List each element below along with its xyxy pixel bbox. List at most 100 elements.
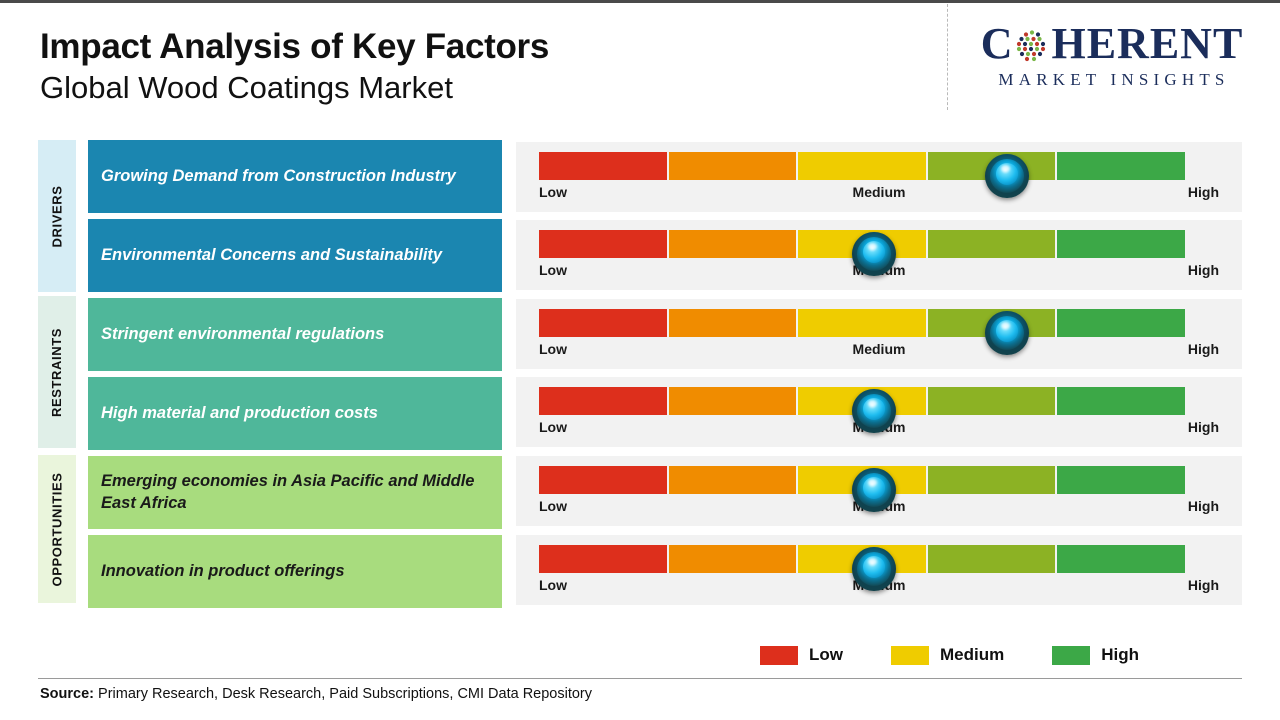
gauge-row: Low Medium High	[516, 299, 1242, 369]
gauge-segment-4	[927, 230, 1056, 258]
logo-letter-c: C	[980, 19, 1014, 68]
category-strip-opportunities: OPPORTUNITIES	[38, 455, 76, 603]
category-label: DRIVERS	[49, 185, 65, 247]
gauge-track[interactable]	[539, 309, 1187, 355]
gauge-segment-3	[798, 309, 926, 337]
impact-marker[interactable]	[852, 468, 897, 512]
gauge-segment-5	[1057, 309, 1185, 337]
category-label: RESTRAINTS	[49, 327, 65, 417]
gauge-segment-1	[539, 466, 667, 494]
legend-swatch-low	[760, 645, 798, 665]
gauge-segment-5	[1057, 466, 1185, 494]
gauge-segment-2	[668, 152, 797, 180]
gauge-label-low: Low	[539, 577, 567, 593]
gauge-segment-1	[539, 545, 667, 573]
gauge-segment-3	[798, 152, 926, 180]
gauge-segment-2	[668, 545, 797, 573]
gauge-segment-5	[1057, 152, 1185, 180]
header: Impact Analysis of Key Factors Global Wo…	[40, 26, 900, 107]
page-title: Impact Analysis of Key Factors	[40, 27, 550, 66]
factor-box[interactable]: Stringent environmental regulations	[88, 298, 502, 371]
source-label: Source:	[40, 686, 94, 702]
legend-label: Low	[809, 645, 843, 664]
gauge-track[interactable]	[539, 466, 1187, 512]
page-subtitle: Global Wood Coatings Market	[40, 70, 453, 106]
legend-label: High	[1101, 645, 1140, 664]
gauge-segment-1	[539, 387, 667, 415]
gauge-segment-1	[539, 230, 667, 258]
gauge-track[interactable]	[539, 387, 1187, 433]
legend-swatch-high	[1052, 645, 1091, 665]
impact-marker[interactable]	[984, 311, 1029, 355]
gauge-track[interactable]	[539, 545, 1187, 591]
category-label: OPPORTUNITIES	[49, 472, 65, 586]
brand-logo: C	[962, 22, 1262, 90]
factor-label: Environmental Concerns and Sustainabilit…	[101, 245, 443, 264]
gauge-label-high: High	[1187, 184, 1219, 200]
gauge-label-high: High	[1187, 262, 1219, 278]
category-strip-restraints: RESTRAINTS	[38, 296, 76, 448]
factor-label: High material and production costs	[101, 403, 378, 422]
gauge-track[interactable]	[539, 230, 1187, 276]
gauge-label-high: High	[1187, 498, 1219, 514]
gauge-segment-5	[1057, 387, 1185, 415]
gauge-label-low: Low	[539, 498, 567, 514]
impact-marker[interactable]	[852, 547, 897, 591]
gauge-segment-1	[539, 152, 667, 180]
gauge-segment-4	[927, 466, 1056, 494]
legend-label: Medium	[940, 645, 1005, 664]
gauge-label-high: High	[1187, 341, 1219, 357]
factor-label: Growing Demand from Construction Industr…	[101, 166, 456, 185]
impact-marker[interactable]	[852, 232, 897, 276]
factor-box[interactable]: High material and production costs	[88, 377, 502, 450]
gauge-label-high: High	[1187, 577, 1219, 593]
category-strip-drivers: DRIVERS	[38, 140, 76, 292]
footer-rule	[38, 678, 1242, 679]
factor-box[interactable]: Environmental Concerns and Sustainabilit…	[88, 219, 502, 292]
gauge-label-low: Low	[539, 341, 567, 357]
gauge-scale-labels: Low Medium High	[539, 184, 1219, 204]
source-value: Primary Research, Desk Research, Paid Su…	[94, 686, 593, 702]
factor-box[interactable]: Emerging economies in Asia Pacific and M…	[88, 456, 502, 529]
gauge-label-high: High	[1187, 419, 1219, 435]
legend: Low Medium High	[760, 645, 1230, 665]
legend-swatch-medium	[891, 645, 929, 665]
globe-dots-icon	[1014, 28, 1050, 64]
gauge-label-medium: Medium	[852, 341, 906, 357]
factor-label: Innovation in product offerings	[101, 561, 345, 580]
source-note: Source: Primary Research, Desk Research,…	[40, 686, 592, 702]
gauge-label-low: Low	[539, 419, 567, 435]
gauge-scale-labels: Low Medium High	[539, 341, 1219, 361]
top-border-rule	[0, 0, 1280, 3]
gauge-segment-5	[1057, 230, 1185, 258]
gauge-label-low: Low	[539, 262, 567, 278]
gauge-track[interactable]	[539, 152, 1187, 198]
factor-label: Emerging economies in Asia Pacific and M…	[101, 472, 475, 512]
gauge-segment-2	[668, 230, 797, 258]
logo-wordmark: C	[962, 22, 1262, 66]
gauge-segment-4	[927, 545, 1056, 573]
factor-box[interactable]: Growing Demand from Construction Industr…	[88, 140, 502, 213]
legend-item: Low	[760, 645, 843, 665]
legend-item: Medium	[891, 645, 1004, 665]
factor-label: Stringent environmental regulations	[101, 324, 385, 343]
gauge-segment-2	[668, 387, 797, 415]
gauge-segment-2	[668, 466, 797, 494]
gauge-segment-5	[1057, 545, 1185, 573]
gauge-segment-2	[668, 309, 797, 337]
gauge-label-low: Low	[539, 184, 567, 200]
gauge-segment-1	[539, 309, 667, 337]
gauge-segment-4	[927, 387, 1056, 415]
impact-marker[interactable]	[852, 389, 897, 433]
factor-box[interactable]: Innovation in product offerings	[88, 535, 502, 608]
logo-letters-herent: HERENT	[1051, 19, 1244, 68]
legend-item: High	[1052, 645, 1139, 665]
logo-tagline: MARKET INSIGHTS	[998, 70, 1230, 89]
impact-marker[interactable]	[984, 154, 1029, 198]
logo-divider	[947, 4, 948, 110]
